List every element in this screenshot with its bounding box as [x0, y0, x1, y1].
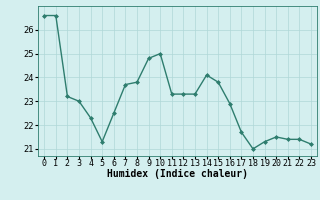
- X-axis label: Humidex (Indice chaleur): Humidex (Indice chaleur): [107, 169, 248, 179]
